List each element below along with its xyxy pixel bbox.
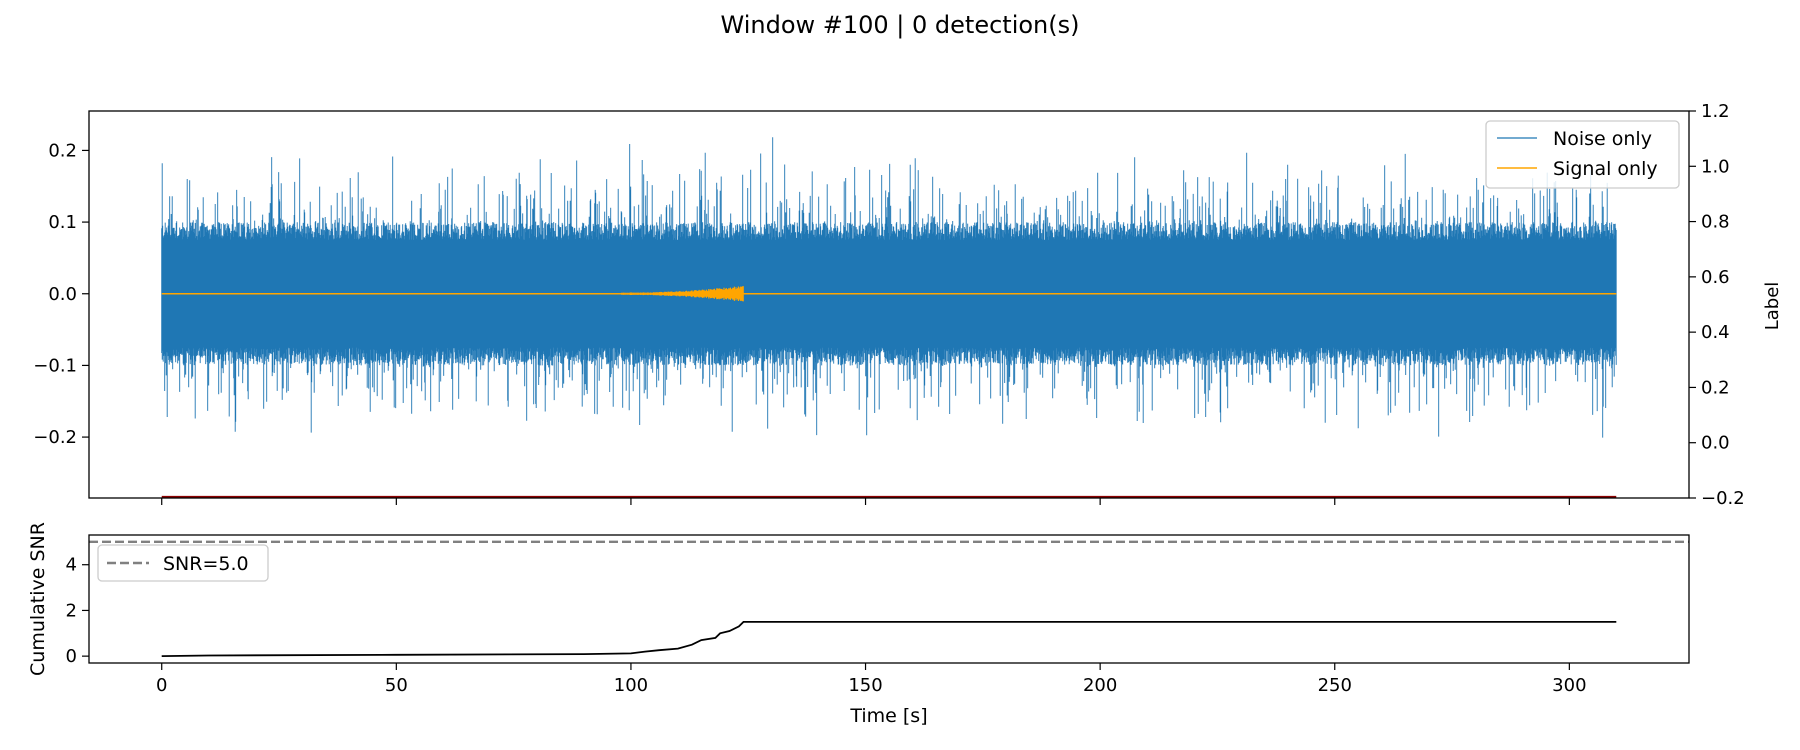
- legend-threshold-label: SNR=5.0: [163, 553, 249, 575]
- signal-burst-peak: [715, 288, 726, 299]
- right-y-tick-label: 1.2: [1701, 101, 1730, 122]
- y-axis-label: Cumulative SNR: [27, 522, 49, 676]
- bottom-y-tick-label: 2: [66, 600, 77, 621]
- bottom-plot-background: [89, 535, 1689, 663]
- right-y-tick-label: 0.6: [1701, 267, 1730, 288]
- top-right-axis: −0.2 0.0 0.2 0.4 0.6 0.8 1.0 1.2: [1689, 101, 1745, 509]
- x-axis-label: Time [s]: [849, 705, 927, 727]
- top-y-tick-label: 0.0: [48, 284, 77, 305]
- top-y-tick-label: 0.2: [48, 140, 77, 161]
- right-y-tick-label: 1.0: [1701, 156, 1730, 177]
- bottom-x-tick-label: 300: [1552, 675, 1586, 696]
- top-legend: Noise only Signal only: [1485, 120, 1680, 189]
- top-panel: −0.2 −0.1 0.0 0.1 0.2 −0.2 0.0 0.2 0.4 0.6 0.8 1.0…: [33, 101, 1783, 509]
- bottom-x-tick-label: 50: [385, 675, 408, 696]
- bottom-y-tick-label: 0: [66, 646, 77, 667]
- right-y-tick-label: 0.0: [1701, 433, 1730, 454]
- right-y-tick-label: −0.2: [1701, 488, 1745, 509]
- legend-signal-label: Signal only: [1553, 158, 1658, 180]
- bottom-series-layer: [89, 540, 1689, 657]
- bottom-x-tick-label: 250: [1318, 675, 1352, 696]
- top-x-axis: [161, 498, 1570, 505]
- top-series-layer: [161, 137, 1617, 499]
- figure-title: Window #100 | 0 detection(s): [721, 11, 1080, 39]
- bottom-plot-frame: [88, 534, 1690, 664]
- top-y-tick-label: −0.1: [33, 355, 77, 376]
- bottom-x-tick-label: 200: [1083, 675, 1117, 696]
- top-plot-frame: [88, 110, 1690, 499]
- right-y-tick-label: 0.2: [1701, 377, 1730, 398]
- right-axis-label: Label: [1762, 282, 1783, 331]
- legend-noise-label: Noise only: [1553, 128, 1652, 150]
- top-left-axis: −0.2 −0.1 0.0 0.1 0.2: [33, 140, 89, 448]
- bottom-legend-box: [97, 544, 269, 582]
- bottom-legend: SNR=5.0: [97, 544, 269, 582]
- bottom-x-tick-label: 100: [614, 675, 648, 696]
- bottom-x-tick-label: 0: [156, 675, 167, 696]
- bottom-panel: 0 2 4 0 50 100 150 200 250 300 Time [s] Cumulati…: [27, 522, 1690, 727]
- bottom-x-axis: 0 50 100 150 200 250 300: [156, 663, 1587, 696]
- top-y-tick-label: −0.2: [33, 427, 77, 448]
- top-y-tick-label: 0.1: [48, 212, 77, 233]
- bottom-y-axis: 0 2 4: [66, 555, 89, 667]
- right-y-tick-label: 0.8: [1701, 212, 1730, 233]
- cumulative-snr-line: [161, 621, 1617, 657]
- bottom-x-tick-label: 150: [848, 675, 882, 696]
- bottom-y-tick-label: 4: [66, 555, 77, 576]
- right-y-tick-label: 0.4: [1701, 322, 1730, 343]
